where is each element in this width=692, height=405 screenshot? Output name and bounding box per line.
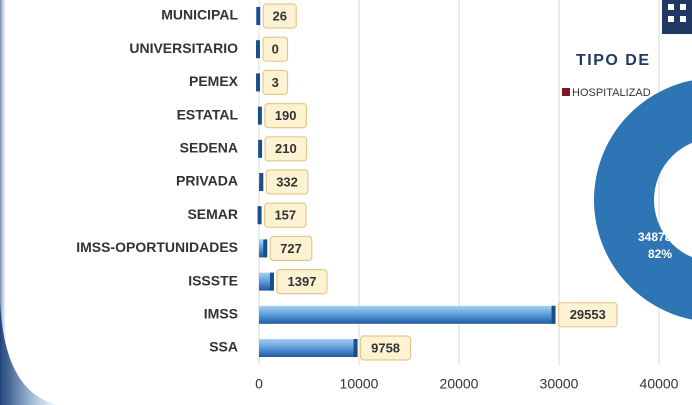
legend-label: HOSPITALIZAD bbox=[572, 87, 651, 99]
bar-cap bbox=[269, 272, 274, 291]
category-label: UNIVERSITARIO bbox=[129, 40, 238, 56]
category-label: ISSSTE bbox=[188, 272, 238, 288]
value-label: 332 bbox=[276, 174, 298, 189]
value-label: 0 bbox=[272, 42, 279, 57]
value-label-box bbox=[263, 202, 307, 228]
value-label-box bbox=[276, 269, 328, 295]
value-label: 157 bbox=[274, 208, 296, 223]
x-tick-label: 10000 bbox=[340, 376, 379, 392]
value-label: 727 bbox=[280, 241, 302, 256]
bar-cap bbox=[353, 339, 358, 357]
value-label-box bbox=[264, 136, 308, 162]
data-label: 82% bbox=[648, 247, 672, 261]
bar-cap bbox=[551, 305, 556, 324]
bar bbox=[259, 272, 273, 291]
value-label: 29553 bbox=[570, 307, 606, 322]
legend-swatch bbox=[562, 88, 570, 96]
category-label: SSA bbox=[209, 339, 238, 355]
x-tick-label: 20000 bbox=[440, 376, 479, 392]
x-tick-label: 30000 bbox=[540, 376, 579, 392]
frame-edge bbox=[0, 0, 6, 405]
category-label: ESTATAL bbox=[177, 106, 239, 122]
bar-cap bbox=[258, 139, 263, 158]
value-label: 9758 bbox=[371, 340, 400, 355]
category-label: MUNICIPAL bbox=[161, 7, 238, 23]
category-label: PEMEX bbox=[189, 73, 239, 89]
frame-corner bbox=[0, 300, 60, 405]
value-label: 26 bbox=[273, 8, 287, 23]
bar bbox=[259, 305, 555, 324]
donut-segment bbox=[594, 80, 692, 320]
value-label-box bbox=[262, 36, 289, 62]
data-count: 34878 bbox=[638, 230, 672, 244]
bar-cap bbox=[256, 40, 260, 59]
value-label: 1397 bbox=[288, 274, 317, 289]
category-label: IMSS-OPORTUNIDADES bbox=[76, 239, 238, 255]
value-label: 3 bbox=[272, 75, 279, 90]
bar-cap bbox=[256, 7, 261, 25]
value-label-box bbox=[262, 69, 289, 96]
category-label: IMSS bbox=[204, 306, 238, 322]
value-label-box bbox=[264, 102, 307, 129]
value-label-box bbox=[265, 169, 309, 195]
bar-cap bbox=[257, 206, 262, 225]
bar-cap bbox=[257, 106, 262, 125]
bar-cap bbox=[263, 239, 268, 258]
value-label-box bbox=[262, 3, 297, 29]
bar-cap bbox=[256, 73, 261, 92]
chart-title: TIPO DE bbox=[576, 52, 651, 69]
category-label: SEDENA bbox=[180, 140, 238, 156]
value-label: 210 bbox=[275, 141, 297, 156]
value-label: 190 bbox=[275, 108, 297, 123]
value-label-box bbox=[557, 302, 618, 328]
x-tick-label: 40000 bbox=[640, 376, 679, 392]
x-tick-label: 0 bbox=[255, 376, 263, 392]
bar-cap bbox=[259, 173, 264, 191]
category-label: PRIVADA bbox=[176, 173, 238, 189]
bar bbox=[259, 339, 357, 357]
value-label-box bbox=[269, 235, 313, 261]
bar bbox=[259, 239, 267, 258]
category-label: SEMAR bbox=[187, 206, 238, 222]
building-icon bbox=[662, 0, 692, 34]
value-label-box bbox=[359, 335, 412, 361]
